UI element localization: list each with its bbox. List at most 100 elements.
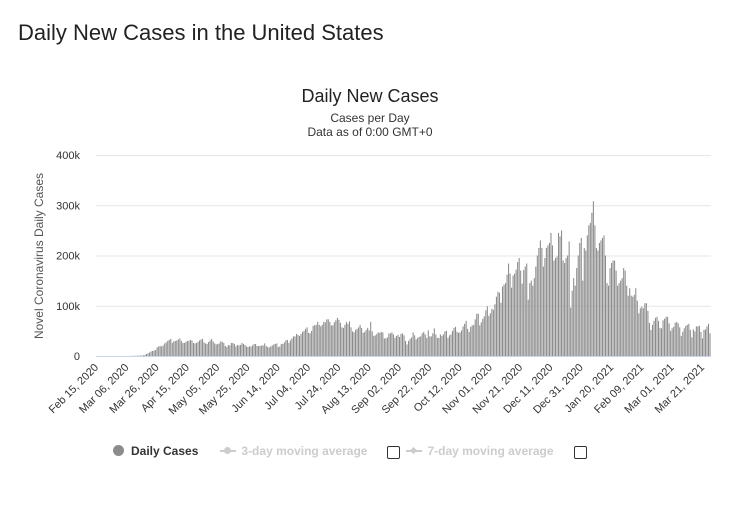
bar[interactable] bbox=[220, 341, 222, 356]
bar[interactable] bbox=[559, 236, 561, 356]
bar[interactable] bbox=[477, 313, 479, 356]
bar[interactable] bbox=[335, 320, 337, 356]
7day-average-checkbox[interactable] bbox=[573, 446, 587, 459]
bar[interactable] bbox=[155, 349, 157, 356]
bar[interactable] bbox=[371, 331, 373, 356]
bar[interactable] bbox=[191, 340, 193, 356]
bar[interactable] bbox=[514, 273, 516, 356]
bar[interactable] bbox=[203, 342, 205, 356]
bar[interactable] bbox=[541, 247, 543, 356]
bar[interactable] bbox=[633, 294, 635, 356]
bar[interactable] bbox=[386, 337, 388, 356]
bar[interactable] bbox=[591, 212, 593, 356]
bar[interactable] bbox=[417, 337, 419, 356]
bar[interactable] bbox=[258, 345, 260, 356]
bar[interactable] bbox=[339, 322, 341, 356]
legend-3day-average[interactable]: 3-day moving average bbox=[220, 444, 367, 458]
bar[interactable] bbox=[644, 303, 646, 356]
bar[interactable] bbox=[635, 288, 637, 356]
bar[interactable] bbox=[614, 260, 616, 356]
bar[interactable] bbox=[641, 306, 643, 356]
bar[interactable] bbox=[145, 353, 148, 356]
bar[interactable] bbox=[464, 323, 466, 356]
bar[interactable] bbox=[630, 295, 632, 356]
bar[interactable] bbox=[186, 340, 188, 356]
bar[interactable] bbox=[498, 292, 500, 356]
bar[interactable] bbox=[162, 345, 164, 356]
bar[interactable] bbox=[227, 344, 229, 356]
bar[interactable] bbox=[482, 318, 484, 356]
bar[interactable] bbox=[600, 240, 602, 356]
bar[interactable] bbox=[639, 308, 641, 356]
bar[interactable] bbox=[568, 241, 570, 356]
legend-7day-average[interactable]: 7-day moving average bbox=[406, 444, 554, 458]
bar[interactable] bbox=[312, 325, 314, 356]
bar[interactable] bbox=[582, 280, 584, 356]
bar[interactable] bbox=[323, 321, 325, 356]
bar[interactable] bbox=[353, 332, 355, 356]
bar[interactable] bbox=[256, 345, 258, 356]
bar[interactable] bbox=[367, 327, 369, 356]
bar[interactable] bbox=[597, 250, 599, 356]
bar[interactable] bbox=[474, 319, 476, 356]
bar[interactable] bbox=[620, 280, 622, 356]
bar[interactable] bbox=[629, 288, 631, 356]
bar[interactable] bbox=[397, 334, 399, 356]
bar[interactable] bbox=[577, 255, 579, 357]
bar[interactable] bbox=[688, 323, 690, 356]
bar[interactable] bbox=[141, 355, 143, 356]
bar[interactable] bbox=[385, 338, 387, 356]
bar[interactable] bbox=[380, 331, 382, 356]
bar[interactable] bbox=[504, 283, 507, 356]
bar[interactable] bbox=[274, 343, 276, 356]
bar[interactable] bbox=[292, 336, 294, 356]
bar[interactable] bbox=[515, 269, 517, 356]
bar[interactable] bbox=[291, 338, 293, 356]
bar[interactable] bbox=[188, 340, 190, 356]
bar[interactable] bbox=[536, 255, 538, 357]
bar[interactable] bbox=[355, 329, 357, 356]
bar[interactable] bbox=[547, 245, 549, 356]
bar[interactable] bbox=[209, 340, 211, 356]
bar[interactable] bbox=[421, 333, 423, 356]
bar[interactable] bbox=[670, 330, 672, 356]
bar[interactable] bbox=[250, 346, 252, 356]
bar[interactable] bbox=[401, 333, 404, 356]
bar[interactable] bbox=[177, 339, 179, 356]
bar[interactable] bbox=[302, 331, 304, 356]
bar[interactable] bbox=[465, 320, 467, 356]
bar[interactable] bbox=[430, 336, 432, 356]
bar[interactable] bbox=[607, 285, 610, 356]
bar[interactable] bbox=[247, 346, 249, 356]
bar[interactable] bbox=[486, 306, 488, 356]
bar[interactable] bbox=[544, 258, 546, 356]
bar[interactable] bbox=[361, 327, 363, 356]
bar[interactable] bbox=[647, 310, 649, 356]
bar[interactable] bbox=[242, 343, 244, 356]
bar[interactable] bbox=[570, 307, 572, 356]
bar[interactable] bbox=[195, 342, 198, 356]
bar[interactable] bbox=[253, 343, 255, 356]
bar[interactable] bbox=[548, 242, 550, 356]
bar[interactable] bbox=[473, 324, 475, 356]
bar[interactable] bbox=[479, 325, 481, 356]
bar[interactable] bbox=[285, 340, 287, 356]
bar[interactable] bbox=[159, 345, 161, 356]
bar[interactable] bbox=[470, 326, 472, 356]
bar[interactable] bbox=[526, 263, 528, 356]
bar[interactable] bbox=[185, 341, 187, 356]
bar[interactable] bbox=[218, 343, 220, 356]
bar[interactable] bbox=[217, 343, 219, 356]
bar[interactable] bbox=[241, 342, 243, 356]
bar[interactable] bbox=[450, 334, 452, 356]
bar[interactable] bbox=[176, 340, 178, 356]
bar[interactable] bbox=[648, 322, 650, 356]
bar[interactable] bbox=[458, 332, 460, 356]
bar[interactable] bbox=[508, 263, 510, 356]
bar[interactable] bbox=[317, 321, 319, 356]
bar[interactable] bbox=[351, 331, 354, 356]
bar[interactable] bbox=[259, 345, 261, 356]
bar[interactable] bbox=[692, 329, 694, 356]
bar[interactable] bbox=[245, 346, 248, 356]
bar[interactable] bbox=[295, 333, 298, 356]
